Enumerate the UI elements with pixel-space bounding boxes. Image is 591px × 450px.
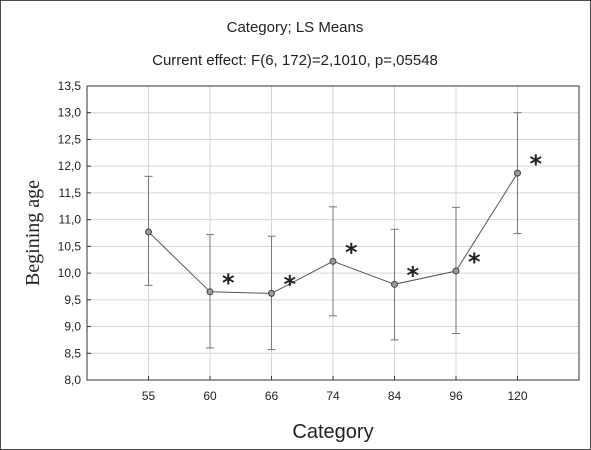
- y-tick-label: 11,0: [59, 213, 82, 227]
- y-tick-label: 13,5: [58, 79, 82, 93]
- y-tick-label: 11,5: [59, 186, 82, 200]
- y-axis-ticks: 8,0 8,5 9,0 9,5 10,0 10,5 11,0 11,5 12,0 12,5 13,0…: [58, 79, 91, 387]
- data-point: [206, 288, 214, 296]
- significance-marker: *: [407, 261, 420, 289]
- y-tick-label: 9,5: [64, 293, 81, 307]
- x-tick-label: 60: [203, 389, 217, 403]
- significance-marker: *: [222, 269, 235, 297]
- data-points: [145, 169, 521, 297]
- y-tick-label: 8,0: [64, 373, 81, 387]
- data-point: [329, 257, 337, 265]
- significance-marker: *: [468, 248, 481, 276]
- x-tick-label: 66: [265, 389, 279, 403]
- y-tick-label: 9,0: [64, 320, 81, 334]
- chart-title: Category; LS Means: [227, 19, 364, 36]
- significance-marker: *: [284, 270, 297, 298]
- y-tick-label: 12,5: [58, 132, 82, 146]
- x-axis-ticks: 55 60 66 74 84 96 120: [142, 376, 528, 403]
- significance-marker: *: [345, 238, 358, 266]
- data-point: [268, 289, 275, 297]
- data-point: [452, 267, 460, 275]
- x-tick-label: 120: [507, 389, 527, 403]
- chart-subtitle: Current effect: F(6, 172)=2,1010, p=,055…: [152, 52, 438, 69]
- y-tick-label: 10,5: [58, 239, 82, 253]
- x-tick-label: 96: [449, 389, 463, 403]
- data-point: [514, 169, 521, 177]
- y-tick-label: 12,0: [58, 159, 82, 173]
- y-tick-label: 10,0: [58, 266, 82, 280]
- significance-marker: *: [530, 150, 543, 178]
- x-tick-label: 84: [388, 389, 402, 403]
- y-axis-label: Begining age: [22, 180, 44, 286]
- x-axis-label: Category: [292, 421, 373, 443]
- y-tick-label: 13,0: [58, 106, 82, 120]
- x-tick-label: 74: [326, 389, 340, 403]
- annotations: * * * * * *: [222, 150, 543, 298]
- y-tick-label: 8,5: [64, 346, 81, 360]
- data-point: [145, 228, 152, 236]
- data-point: [391, 280, 398, 288]
- x-tick-label: 55: [142, 389, 156, 403]
